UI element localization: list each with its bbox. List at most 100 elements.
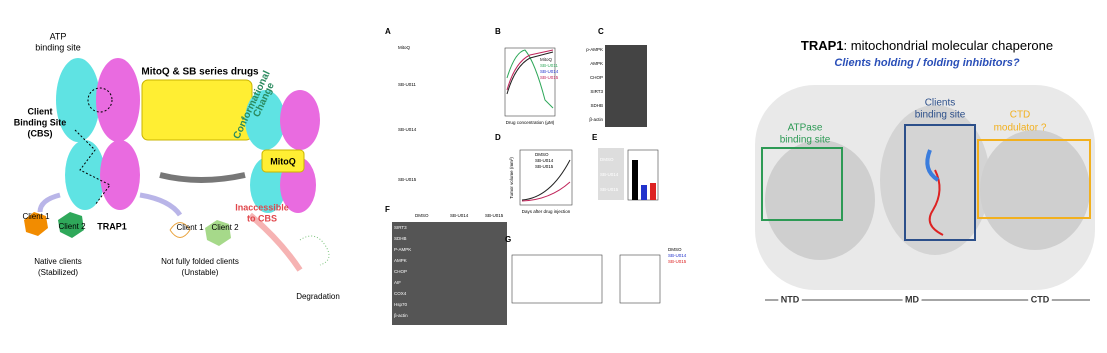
label: SB-U014 (668, 253, 687, 258)
label: p-AMPK (586, 47, 603, 52)
label: binding site (35, 42, 81, 52)
title-rest: : mitochondrial molecular chaperone (844, 38, 1054, 53)
label: SIRT3 (590, 89, 603, 94)
ligand (928, 169, 944, 236)
label: SB-U011 (540, 63, 558, 68)
bar (650, 183, 656, 200)
client-hexagon (58, 212, 84, 238)
label: E (592, 133, 598, 142)
label: SIRT3 (394, 225, 407, 230)
label: Client 2 (58, 222, 86, 231)
atp-site-marker (87, 87, 113, 113)
trap1-shape (96, 58, 140, 142)
arrow (37, 192, 61, 213)
unfolded-client (169, 222, 191, 238)
label: P-AMPK (394, 247, 411, 252)
label: SB-U015 (485, 213, 504, 218)
label: MitoQ (540, 57, 553, 62)
right-panel: TRAP1: mitochondrial molecular chaperone… (755, 38, 1095, 307)
curve (506, 49, 554, 109)
label: MitoQ (398, 45, 411, 50)
label: Drug concentration (μM) (506, 120, 555, 125)
label: Degradation (296, 292, 340, 301)
label: SB-U015 (540, 75, 559, 80)
plot-frame (511, 254, 603, 304)
title-bold: TRAP1 (801, 38, 844, 53)
label: SB-U014 (398, 127, 417, 132)
label: DMSO (535, 152, 549, 157)
label: SB-U015 (535, 164, 554, 169)
client-hexagon (205, 220, 231, 246)
highlight-box (761, 147, 843, 221)
curve (506, 49, 554, 91)
label: SB-U011 (398, 82, 416, 87)
bar (641, 185, 647, 200)
label: Tumor volume (mm³) (509, 157, 514, 199)
label: Clients (925, 98, 956, 109)
blot (605, 45, 647, 127)
bar (632, 160, 638, 200)
label: (Unstable) (182, 268, 219, 277)
label: Client (27, 106, 52, 116)
domain-label: CTD (1031, 294, 1050, 304)
label: ATPase (788, 123, 823, 134)
label: Client 1 (22, 212, 50, 221)
title: TRAP1: mitochondrial molecular chaperone (801, 38, 1053, 53)
label: CHOP (394, 269, 407, 274)
label: MitoQ (270, 156, 296, 166)
protein-domain (980, 130, 1090, 250)
label: COX4 (394, 291, 407, 296)
label: D (495, 133, 501, 142)
label: SB-U015 (668, 259, 687, 264)
trap1-shape (100, 140, 140, 210)
label: SB-U015 (600, 187, 619, 192)
label: DMSO (415, 213, 429, 218)
label: SDHB (394, 236, 407, 241)
client-hexagon (24, 212, 48, 236)
highlight-box (904, 124, 976, 241)
label: B (495, 27, 501, 36)
domain-label: MD (905, 294, 919, 304)
label: Binding Site (14, 117, 67, 127)
protein-domain (765, 140, 875, 260)
label: DMSO (668, 247, 682, 252)
domain-label: NTD (781, 294, 800, 304)
plot-frame (519, 149, 573, 206)
curve (521, 181, 571, 202)
label: CTD (1010, 110, 1031, 121)
label: (CBS) (28, 128, 53, 138)
label: AIF (394, 280, 401, 285)
label: Client 1 (176, 223, 204, 232)
plot-frame (504, 47, 556, 117)
label: Hsp70 (394, 302, 408, 307)
left-panel: ATP binding site MitoQ & SB series drugs… (14, 31, 340, 301)
ligand (925, 149, 940, 182)
degraded-client (299, 235, 330, 266)
label: to CBS (247, 213, 277, 223)
label: (Stabilized) (38, 268, 78, 277)
trap1-shape (280, 90, 320, 150)
label: F (385, 205, 390, 214)
label: SB-U014 (600, 172, 619, 177)
label: AMPK (590, 61, 603, 66)
label: G (505, 235, 511, 244)
blot (392, 222, 507, 325)
label: SB-U014 (450, 213, 469, 218)
curve (506, 51, 554, 95)
label: Inaccessible (235, 202, 289, 212)
label: Native clients (34, 257, 82, 266)
label: MitoQ & SB series drugs (141, 67, 259, 78)
subtitle: Clients holding / folding inhibitors? (834, 57, 1019, 69)
label: SB-U014 (540, 69, 559, 74)
middle-panel: A B CD EFGMitoQSB-U011SB-U014SB-U015MitoQSB… (385, 27, 687, 325)
label: A (385, 27, 391, 36)
highlight-box (977, 139, 1091, 219)
label: CHOP (590, 75, 603, 80)
label: binding site (780, 135, 831, 146)
label: SDHB (590, 103, 603, 108)
arrow (159, 172, 246, 183)
label: Days after drug injection (522, 209, 571, 214)
trap1-shape (56, 58, 100, 142)
trap1-shape (65, 140, 105, 210)
